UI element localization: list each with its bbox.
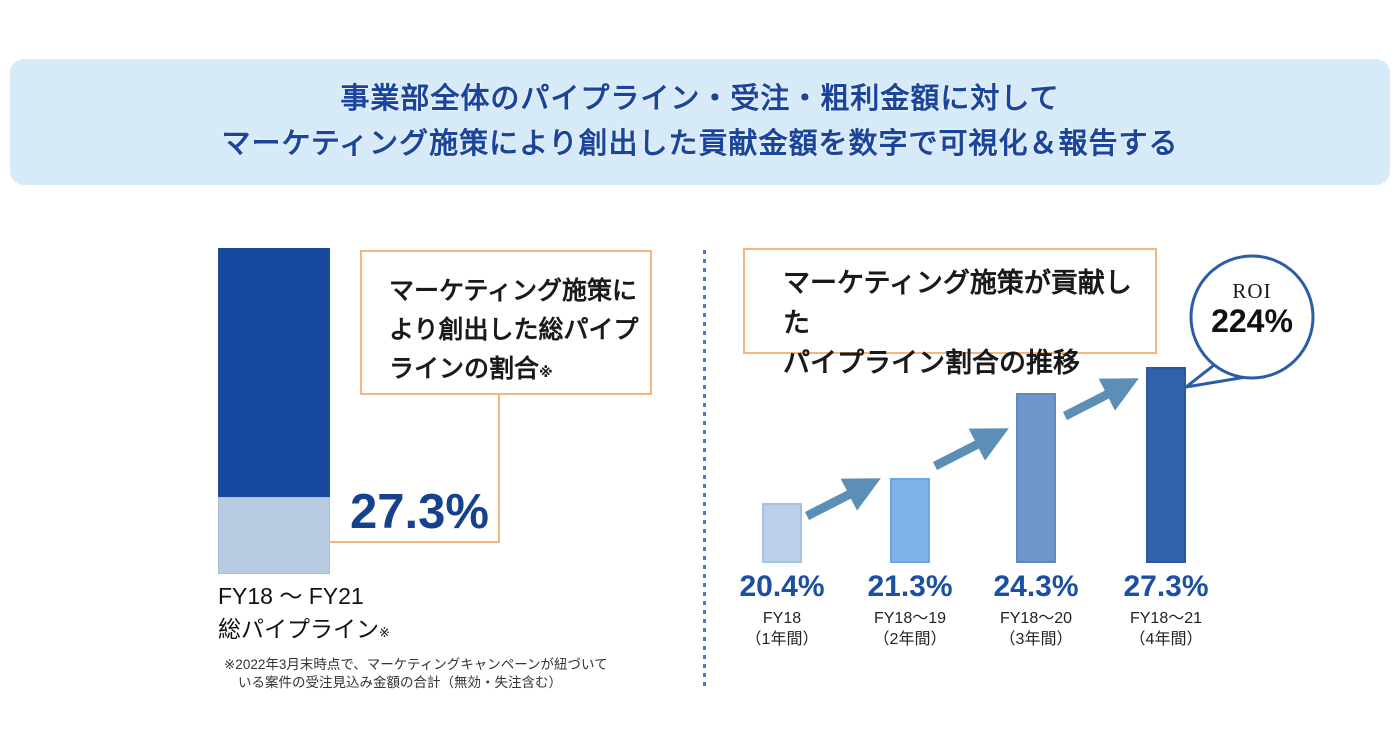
footnote-line2: いる案件の受注見込み金額の合計（無効・失注含む）: [238, 675, 562, 690]
bar-period-label-1: FY18 （1年間）: [745, 610, 819, 648]
callout-line3: ラインの割合※: [389, 355, 553, 383]
trend-bar-fy18-20: [1016, 393, 1056, 563]
growth-arrow-icon-2: [932, 428, 1009, 471]
other-pipeline-segment: [218, 248, 330, 497]
bar-value-label-1: 20.4%: [739, 570, 825, 603]
growth-arrow-icon-3: [1062, 378, 1139, 421]
callout-line1: マーケティング施策に: [389, 277, 638, 305]
bar-value-label-3: 24.3%: [993, 570, 1079, 603]
marketing-pipeline-segment: [218, 497, 330, 574]
pipeline-share-value: 27.3%: [350, 485, 489, 539]
bar-value-label-4: 27.3%: [1123, 570, 1209, 603]
bar-period-label-2: FY18～19 （2年間）: [873, 610, 947, 648]
callout-connector-vertical: [498, 395, 500, 542]
roi-label: ROI: [1232, 279, 1272, 303]
trend-title-box: マーケティング施策が貢献した パイプライン割合の推移: [743, 248, 1157, 378]
trend-bar-fy18-21: [1146, 367, 1186, 563]
footnote-line1: ※2022年3月末時点で、マーケティングキャンペーンが紐づいて: [224, 657, 608, 672]
trend-title-line1: マーケティング施策が貢献した: [783, 268, 1132, 338]
roi-bubble-tail: [1184, 360, 1248, 389]
bar-value-label-2: 21.3%: [867, 570, 953, 603]
marketing-share-callout-box: マーケティング施策に より創出した総パイプ ラインの割合※: [360, 250, 652, 395]
axis-label-line2: 総パイプライン※: [218, 616, 390, 642]
axis-label-line1: FY18 ～ FY21: [218, 583, 364, 609]
footnote: ※2022年3月末時点で、マーケティングキャンペーンが紐づいて いる案件の受注見…: [224, 656, 608, 692]
summary-banner: 事業部全体のパイプライン・受注・粗利金額に対して マーケティング施策により創出し…: [10, 59, 1390, 185]
axis-note-mark: ※: [379, 625, 390, 640]
callout-connector-horizontal: [330, 541, 500, 543]
section-divider: [703, 250, 706, 688]
banner-title-line1: 事業部全体のパイプライン・受注・粗利金額に対して: [340, 83, 1060, 115]
callout-line2: より創出した総パイプ: [389, 316, 639, 344]
growth-arrow-icon-1: [804, 478, 881, 521]
roi-bubble: ROI 224%: [1194, 279, 1310, 339]
roi-value: 224%: [1211, 303, 1293, 339]
trend-bar-fy18-19: [890, 478, 930, 563]
trend-bar-fy18: [762, 503, 802, 563]
bar-period-label-3: FY18～20 （3年間）: [999, 610, 1073, 648]
bar-period-label-4: FY18～21 （4年間）: [1129, 610, 1203, 648]
left-bar-axis-label: FY18 ～ FY21 総パイプライン※: [218, 580, 390, 649]
total-pipeline-stacked-bar: [218, 248, 330, 574]
trend-title-line2: パイプライン割合の推移: [783, 348, 1080, 378]
callout-note-mark: ※: [539, 364, 553, 380]
banner-title-line2: マーケティング施策により創出した貢献金額を数字で可視化＆報告する: [221, 128, 1179, 160]
